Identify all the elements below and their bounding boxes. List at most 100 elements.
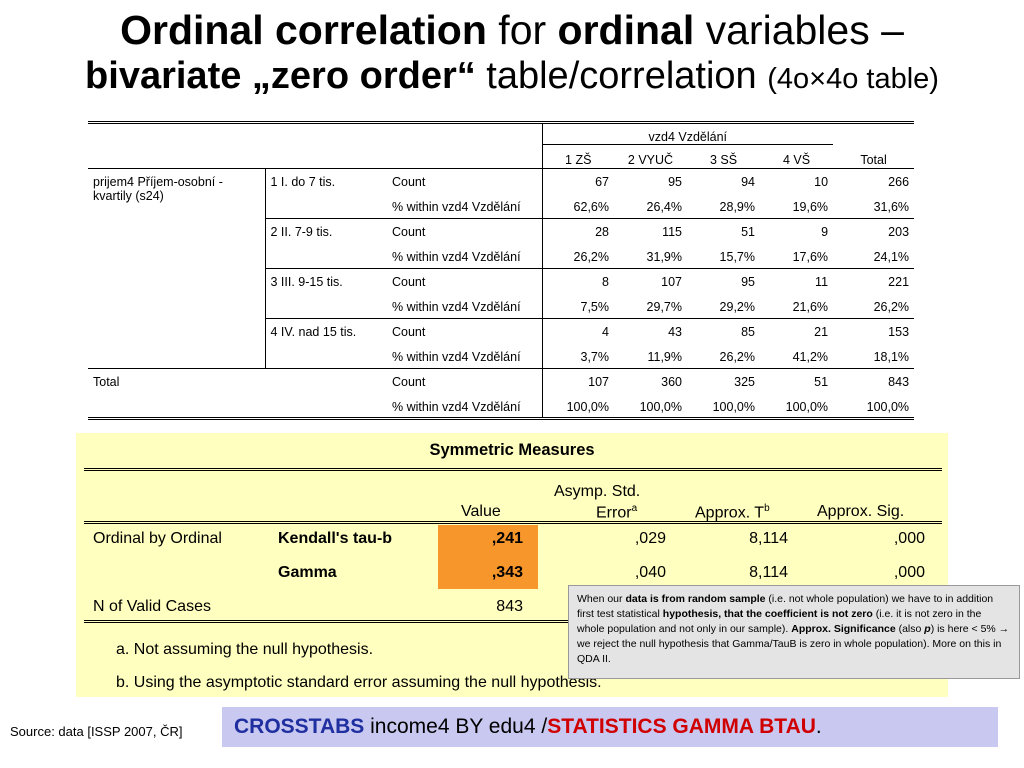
header-approx-sig: Approx. Sig.: [817, 503, 905, 520]
table-row: 3 III. 9-15 tis. Count 8 107 95 11 221: [88, 268, 915, 319]
header-error-2: Errora: [596, 503, 638, 522]
table-cell: 221: [833, 268, 915, 294]
header-error-1: Asymp. Std.: [554, 483, 641, 500]
table-cell: 100,0%: [687, 393, 760, 420]
statistic-label: Count: [387, 218, 542, 244]
kendall-value: ,241: [491, 530, 523, 547]
table-cell: 4: [541, 318, 614, 344]
kendall-error: ,029: [634, 530, 666, 547]
table-cell: 31,6%: [873, 199, 910, 214]
row-group-ordinal: Ordinal by Ordinal: [93, 530, 222, 547]
table-row: % within vzd4 Vzdělání 100,0% 100,0% 100,0%…: [88, 393, 915, 420]
table-cell: 95: [687, 268, 760, 294]
row-category-label: 1 I. do 7 tis.: [264, 168, 387, 219]
table-cell: 11: [760, 268, 834, 294]
statistic-label: % within vzd4 Vzdělání: [392, 299, 521, 314]
table-cell: 67: [541, 168, 614, 194]
row-category-label: 4 IV. nad 15 tis.: [264, 318, 387, 369]
footnote-a: a. Not assuming the null hypothesis.: [116, 641, 374, 658]
table-cell: 26,2%: [541, 243, 614, 269]
table-cell: 51: [687, 218, 760, 244]
table-cell: 11,9%: [647, 349, 682, 364]
table-cell: 100,0%: [760, 393, 834, 420]
table-cell: 21: [760, 318, 834, 344]
table-cell: 19,6%: [792, 199, 829, 214]
table-cell: 266: [833, 168, 915, 194]
table-cell: 51: [760, 368, 834, 394]
table-cell: 29,2%: [719, 299, 755, 314]
gamma-error: ,040: [634, 564, 666, 581]
statistic-label: Count: [387, 368, 542, 394]
explanation-note: When our data is from random sample (i.e…: [568, 585, 1020, 679]
table-cell: 325: [687, 368, 760, 394]
n-valid-value: 843: [496, 598, 523, 615]
table-cell: 107: [541, 368, 614, 394]
symmetric-title: Symmetric Measures: [429, 441, 595, 459]
table-row: prijem4 Příjem-osobní - kvartily (s24) 1 …: [88, 168, 915, 369]
row-var-label: prijem4 Příjem-osobní - kvartily (s24): [88, 168, 265, 369]
statistic-label: Count: [387, 318, 542, 344]
table-row: % within vzd4 Vzdělání 62,6% 26,4% 28,9% 19,…: [88, 193, 914, 219]
row-category-label: 3 III. 9-15 tis.: [264, 268, 387, 319]
table-cell: 8: [541, 268, 614, 294]
table-row: 2 II. 7-9 tis. Count 28 115 51 9 203: [88, 218, 915, 269]
kendall-sig: ,000: [893, 530, 925, 547]
table-row: % within vzd4 Vzdělání 26,2% 31,9% 15,7% 17,…: [88, 243, 914, 269]
table-cell: 26,2%: [719, 349, 755, 364]
table-cell: 43: [614, 318, 687, 344]
table-cell: 360: [614, 368, 687, 394]
rule: [84, 620, 574, 623]
statistic-label: % within vzd4 Vzdělání: [392, 349, 521, 364]
source-caption: Source: data [ISSP 2007, ČR]: [10, 724, 183, 739]
title-line-2: bivariate „zero order“ table/correlation…: [85, 55, 939, 97]
table-cell: 28: [541, 218, 614, 244]
table-cell: 100,0%: [833, 393, 915, 420]
table-cell: 31,9%: [646, 249, 682, 264]
table-cell: 21,6%: [792, 299, 829, 314]
table-cell: 107: [614, 268, 687, 294]
col-var-header: vzd4 Vzdělání: [541, 121, 834, 145]
gamma-sig: ,000: [893, 564, 925, 581]
gamma-value: ,343: [491, 564, 523, 581]
table-cell: 7,5%: [541, 293, 614, 319]
table-cell: 3,7%: [541, 343, 614, 369]
col-header: Total: [860, 152, 887, 167]
table-cell: 28,9%: [719, 199, 755, 214]
table-row: % within vzd4 Vzdělání 7,5% 29,7% 29,2% 21,6…: [88, 293, 914, 319]
table-cell: 24,1%: [873, 249, 910, 264]
table-cell: 94: [687, 168, 760, 194]
statistic-label: Count: [387, 268, 542, 294]
row-gamma: Gamma: [278, 564, 337, 581]
row-kendall-tau-b: Kendall's tau-b: [278, 530, 393, 547]
table-cell: 29,7%: [646, 299, 682, 314]
table-cell: 153: [833, 318, 915, 344]
total-label: Total: [88, 368, 387, 420]
row-category-label: 2 II. 7-9 tis.: [264, 218, 387, 269]
highlight-values: [438, 525, 538, 589]
col-header: 3 SŠ: [709, 153, 738, 167]
header-approx-t: Approx. Tb: [695, 503, 770, 522]
statistic-label: Count: [387, 168, 542, 194]
rule: [84, 468, 942, 471]
table-cell: 17,6%: [792, 249, 829, 264]
header-value: Value: [461, 503, 501, 520]
kendall-t: 8,114: [749, 530, 788, 547]
table-cell: 100,0%: [614, 393, 687, 420]
statistic-label: % within vzd4 Vzdělání: [387, 393, 542, 420]
footnote-b: b. Using the asymptotic standard error a…: [116, 674, 602, 691]
table-cell: 18,1%: [873, 349, 910, 364]
table-cell: 9: [760, 218, 834, 244]
table-cell: 843: [833, 368, 915, 394]
col-header: 2 VYUČ: [627, 153, 674, 167]
slide-title: Ordinal correlation for ordinal variable…: [0, 6, 1024, 101]
gamma-t: 8,114: [749, 564, 788, 581]
statistic-label: % within vzd4 Vzdělání: [392, 199, 521, 214]
table-cell: 85: [687, 318, 760, 344]
table-cell: 15,7%: [719, 249, 755, 264]
col-header: 4 VŠ: [782, 153, 811, 167]
table-row: % within vzd4 Vzdělání 3,7% 11,9% 26,2% 41,2…: [88, 343, 914, 369]
table-cell: 95: [614, 168, 687, 194]
table-cell: 203: [833, 218, 915, 244]
table-cell: 62,6%: [541, 193, 614, 219]
col-header: 1 ZŠ: [541, 144, 614, 169]
